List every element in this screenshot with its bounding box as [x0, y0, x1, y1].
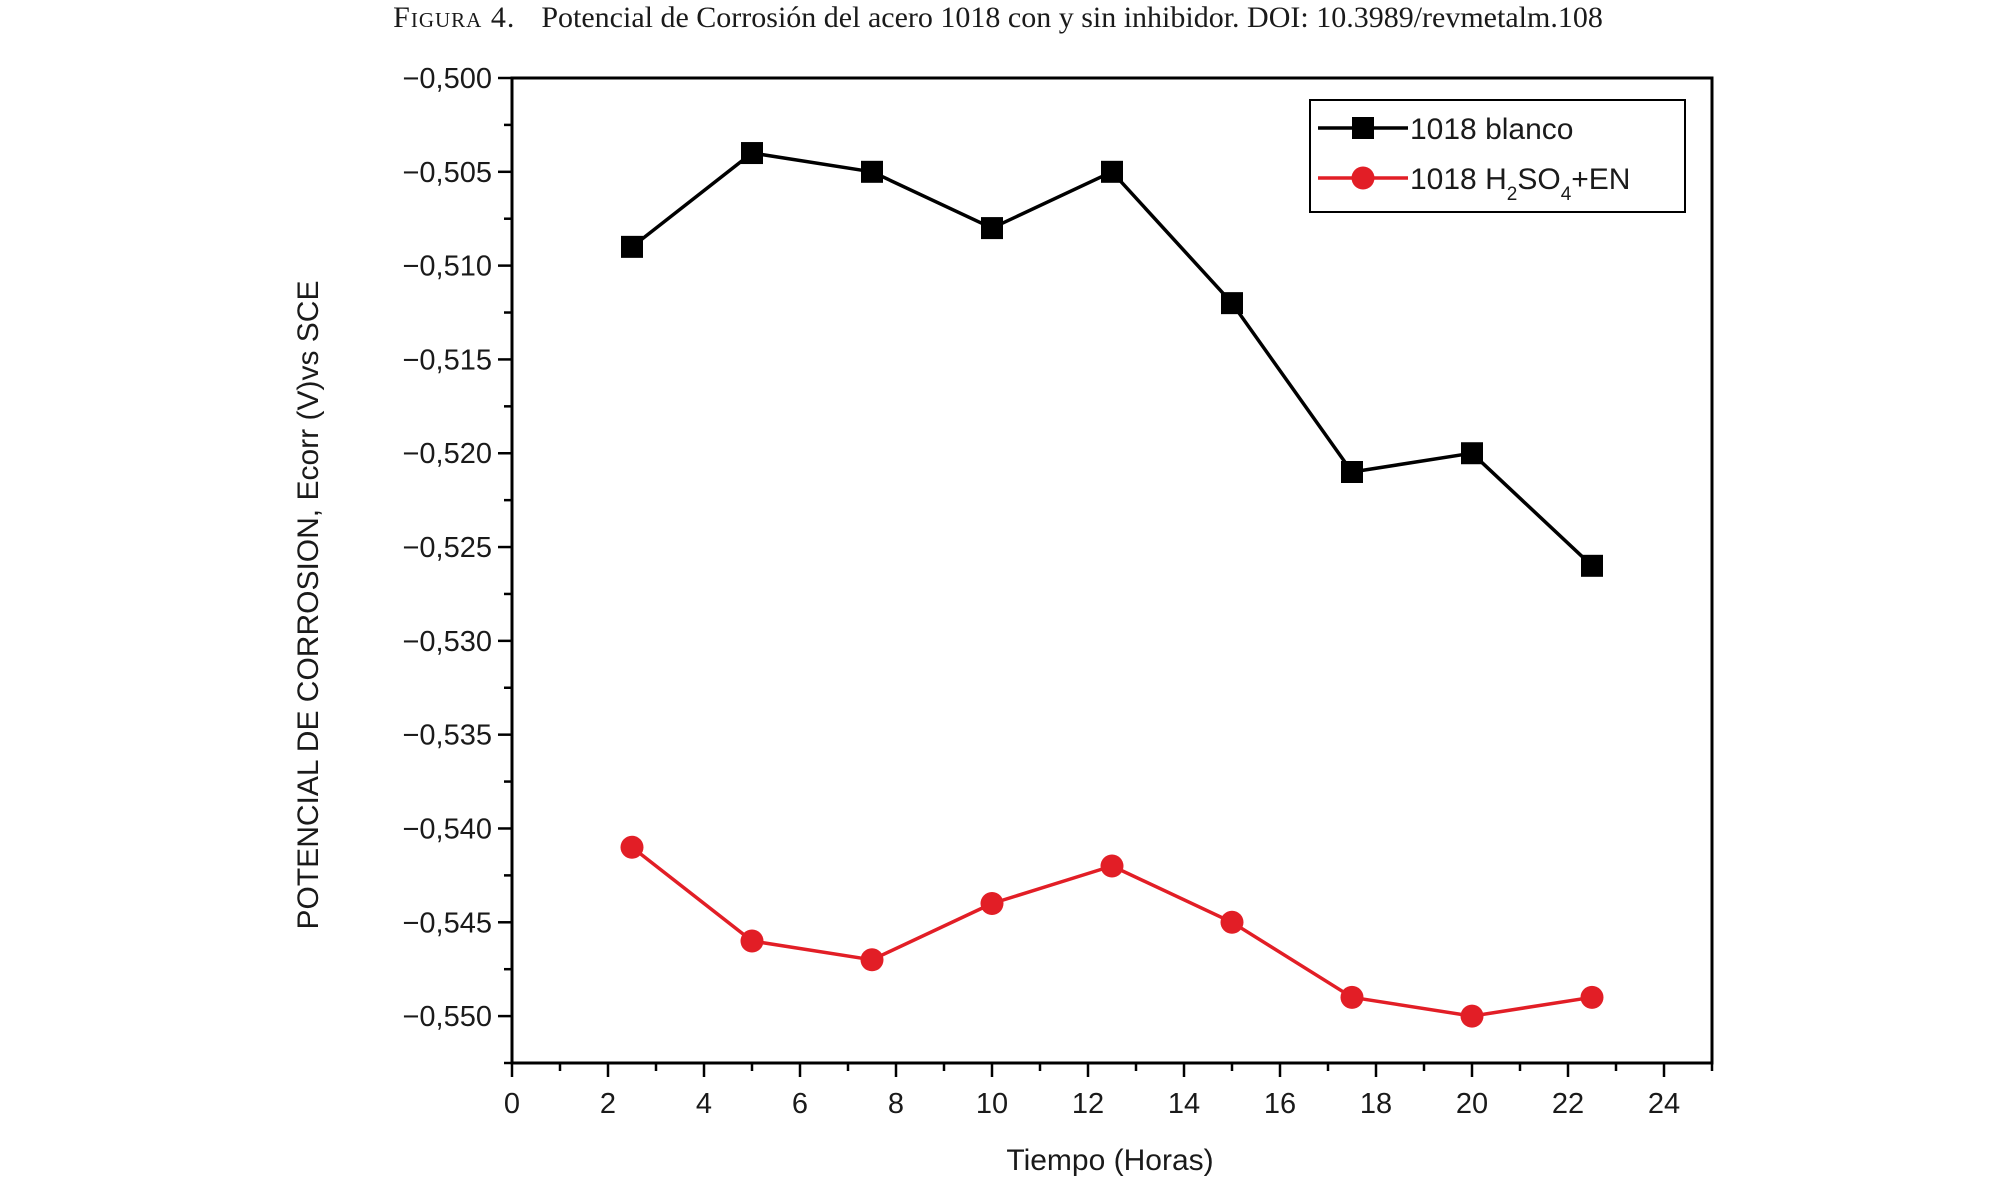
y-tick-label: −0,505: [402, 157, 492, 189]
x-tick-label: 20: [1456, 1088, 1488, 1120]
series-2: [620, 835, 1604, 1028]
x-tick-label: 14: [1168, 1088, 1200, 1120]
x-tick-label: 8: [888, 1088, 904, 1120]
data-point: [1100, 854, 1124, 878]
data-point: [1220, 910, 1244, 934]
y-tick-label: −0,520: [402, 438, 492, 470]
y-tick-label: −0,515: [402, 344, 492, 376]
x-tick-label: 22: [1552, 1088, 1584, 1120]
series-1: [621, 142, 1603, 577]
x-tick-label: 24: [1648, 1088, 1680, 1120]
data-point: [861, 160, 883, 183]
data-point: [1581, 554, 1603, 577]
series-line: [630, 151, 1594, 568]
legend-label: 1018 H2SO4+EN: [1410, 163, 1630, 205]
x-tick-label: 10: [976, 1088, 1008, 1120]
figure-caption: Figura 4. Potencial de Corrosión del acer…: [0, 0, 1996, 56]
data-point: [1341, 461, 1363, 483]
data-point: [980, 892, 1004, 916]
figure-caption-label: Figura 4.: [393, 1, 516, 34]
x-tick-label: 4: [696, 1088, 712, 1120]
data-point: [740, 929, 764, 953]
legend-marker: [1351, 166, 1375, 190]
data-point: [1340, 985, 1364, 1009]
y-tick-label: −0,550: [402, 1001, 492, 1033]
data-point: [1580, 985, 1604, 1009]
x-tick-label: 2: [600, 1088, 616, 1120]
legend: 1018 blanco 1018 H2SO4+EN: [1309, 99, 1686, 213]
x-axis-title: Tiempo (Horas): [1006, 1144, 1213, 1177]
data-point: [621, 235, 643, 258]
series-layer: [620, 142, 1604, 1028]
legend-marker: [1352, 117, 1374, 139]
y-tick-label: −0,540: [402, 813, 492, 845]
x-tick-label: 0: [504, 1088, 520, 1120]
plot-frame: [510, 76, 1714, 1065]
data-point: [860, 948, 884, 972]
data-point: [1101, 160, 1123, 183]
y-tick-label: −0,510: [402, 251, 492, 283]
data-point: [620, 835, 644, 859]
x-tick-label: 18: [1360, 1088, 1392, 1120]
y-axis-title: POTENCIAL DE CORROSION, Ecorr (V)vs SCE: [292, 281, 325, 930]
y-tick-label: −0,545: [402, 907, 492, 939]
legend-label: 1018 blanco: [1410, 113, 1573, 146]
data-point: [1221, 292, 1243, 315]
y-tick-label: −0,525: [402, 532, 492, 564]
data-point: [1460, 1004, 1484, 1028]
data-point: [1461, 442, 1483, 465]
data-point: [741, 142, 763, 165]
x-tick-label: 16: [1264, 1088, 1296, 1120]
x-tick-label: 6: [792, 1088, 808, 1120]
x-tick-label: 12: [1072, 1088, 1104, 1120]
axes: 0 2 4 6 8 10 12 14 16 18 20 22 24−0,500−0,505−0,510−…: [402, 63, 1714, 1120]
y-tick-label: −0,500: [402, 63, 492, 95]
y-tick-label: −0,535: [402, 720, 492, 752]
figure-caption-text: Potencial de Corrosión del acero 1018 co…: [541, 1, 1603, 34]
legend-entry: 1018 H2SO4+EN: [1318, 163, 1630, 205]
y-tick-label: −0,530: [402, 626, 492, 658]
legend-entry: 1018 blanco: [1318, 113, 1573, 146]
data-point: [981, 217, 1003, 240]
